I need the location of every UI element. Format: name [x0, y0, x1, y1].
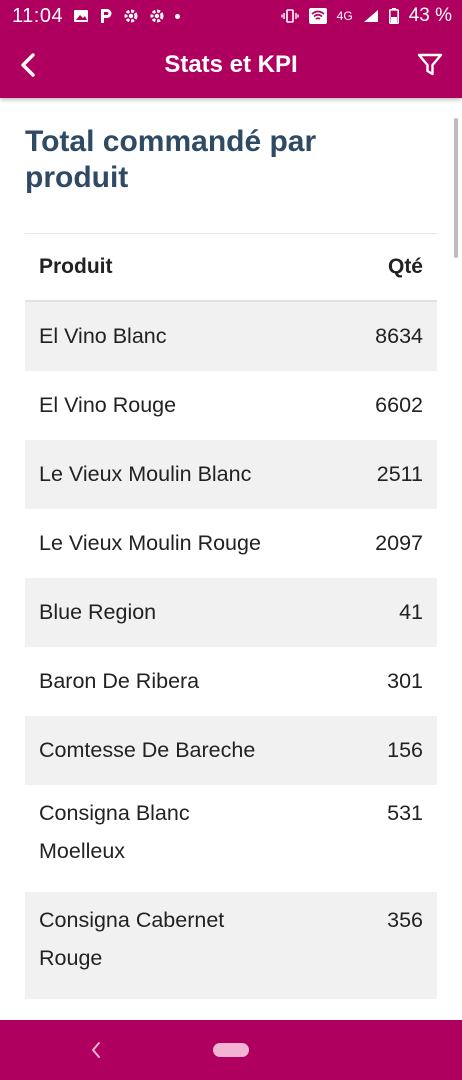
- app-bar: Stats et KPI: [0, 32, 462, 98]
- cell-product: El Vino Blanc: [39, 324, 167, 348]
- cell-product: Blue Region: [39, 600, 157, 624]
- p-icon: [99, 8, 113, 24]
- wifi-icon: [308, 8, 327, 24]
- battery-icon: [388, 8, 399, 24]
- cell-qty: 156: [387, 738, 423, 762]
- nav-back-button[interactable]: [84, 1038, 108, 1062]
- table-row: Le Vieux Moulin Blanc 2511: [25, 440, 437, 509]
- section-title: Total commandé par produit: [25, 125, 317, 194]
- header-qty: Qté: [387, 255, 423, 278]
- table-row: Blue Region 41: [25, 578, 437, 647]
- vibrate-icon: [280, 9, 299, 23]
- status-time: 11:04: [12, 4, 64, 27]
- cell-product: Le Vieux Moulin Blanc: [39, 462, 252, 486]
- table-row: Comtesse De Bareche 156: [25, 716, 437, 785]
- status-bar: 11:04 4G: [0, 0, 462, 32]
- battery-percentage: 43 %: [408, 5, 452, 26]
- cell-qty: 356: [387, 908, 423, 932]
- status-left: 11:04: [12, 4, 181, 28]
- cell-product: Comtesse De Bareche: [39, 738, 256, 762]
- cell-qty: 41: [399, 600, 423, 624]
- filter-icon: [417, 53, 443, 76]
- table-row: Le Vieux Moulin Rouge 2097: [25, 509, 437, 578]
- nav-home-pill[interactable]: [213, 1043, 249, 1057]
- table-row: Baron De Ribera 301: [25, 647, 437, 716]
- table-row: Consigna Cabernet Rouge 356: [25, 892, 437, 999]
- chevron-left-icon: [92, 1042, 100, 1058]
- content-scroll-area[interactable]: Total commandé par produit Produit Qté E…: [0, 98, 462, 1020]
- scrollbar[interactable]: [454, 118, 458, 258]
- table-row: El Vino Rouge 6602: [25, 371, 437, 440]
- image-icon: [73, 8, 89, 24]
- page-title: Stats et KPI: [164, 51, 298, 78]
- header-product: Produit: [39, 255, 113, 278]
- cell-qty: 531: [387, 801, 423, 825]
- cell-product: Consigna Cabernet Rouge: [39, 908, 225, 970]
- product-table: Produit Qté El Vino Blanc 8634 El Vino R…: [25, 233, 437, 999]
- cell-qty: 8634: [375, 324, 423, 348]
- cell-qty: 2511: [376, 462, 423, 486]
- status-right: 4G 43 %: [280, 5, 452, 27]
- gear-icon: [149, 8, 165, 24]
- signal-icon: [363, 9, 379, 23]
- cell-product: El Vino Rouge: [39, 393, 177, 417]
- cell-qty: 6602: [375, 393, 423, 417]
- back-button[interactable]: [10, 47, 46, 83]
- cell-qty: 2097: [375, 531, 423, 555]
- table-row: Consigna Blanc Moelleux 531: [25, 785, 437, 892]
- table-header: Produit Qté: [25, 234, 437, 302]
- filter-button[interactable]: [412, 47, 448, 83]
- network-type: 4G: [336, 9, 353, 23]
- cell-product: Le Vieux Moulin Rouge: [39, 531, 261, 555]
- dot-icon: [175, 13, 181, 19]
- cell-product: Consigna Blanc Moelleux: [39, 801, 190, 863]
- system-nav-bar: [0, 1020, 462, 1080]
- table-row: El Vino Blanc 8634: [25, 302, 437, 371]
- cell-qty: 301: [387, 669, 423, 693]
- cell-product: Baron De Ribera: [39, 669, 200, 693]
- gear-icon: [123, 8, 139, 24]
- chevron-left-icon: [21, 53, 35, 77]
